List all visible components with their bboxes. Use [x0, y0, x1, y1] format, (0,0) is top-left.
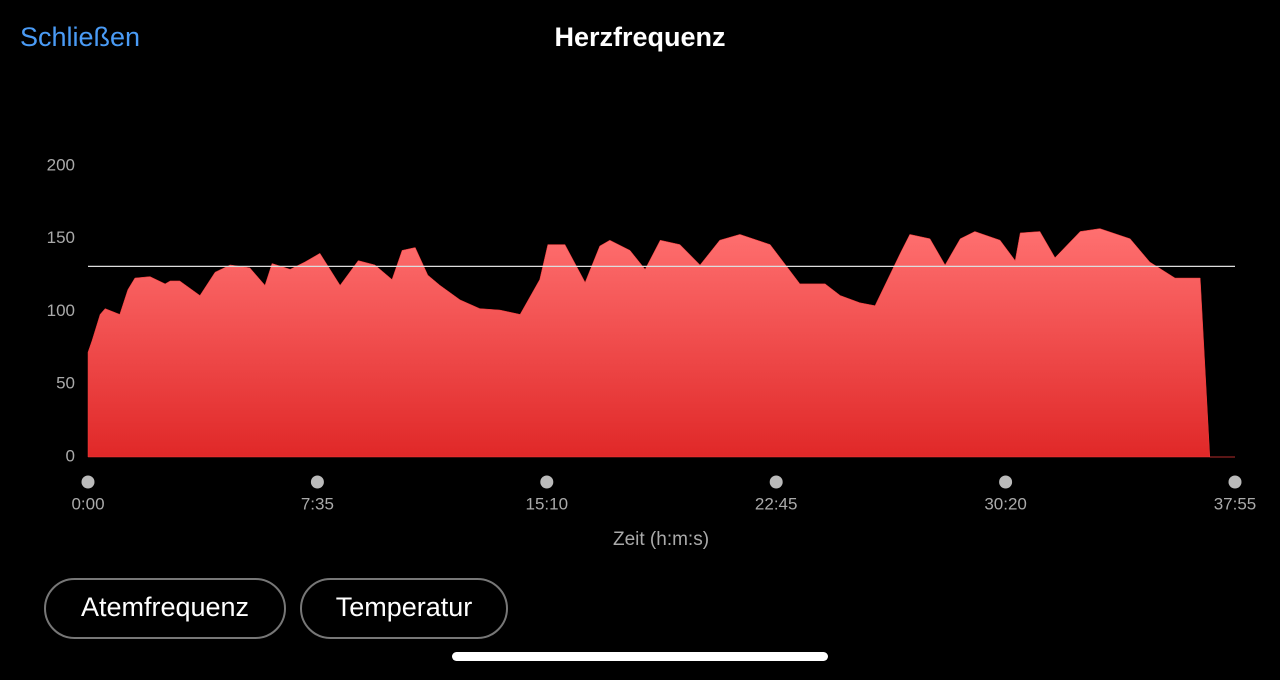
- chart: 0 50 100 150 200 0:00 7:35 15:10 22:45 30:20 37:55: [47, 155, 1257, 513]
- y-tick-label: 150: [47, 228, 75, 247]
- y-tick-label: 200: [47, 155, 75, 174]
- x-tick-label: 37:55: [1214, 494, 1257, 513]
- tab-button[interactable]: [44, 578, 286, 639]
- screen-title: Herzfrequenz: [554, 22, 725, 52]
- x-tick-dot: [540, 475, 554, 489]
- y-tick-label: 0: [66, 446, 75, 465]
- tab-button[interactable]: [300, 578, 508, 639]
- tab-button-label[interactable]: Atemfrequenz: [81, 592, 249, 622]
- x-tick-label: 22:45: [755, 494, 798, 513]
- close-button[interactable]: Schließen: [20, 22, 140, 52]
- x-tick-label: 30:20: [984, 494, 1027, 513]
- x-tick-dot: [999, 475, 1013, 489]
- x-tick-dot: [769, 475, 783, 489]
- x-tick-dot: [1228, 475, 1242, 489]
- x-tick-label: 0:00: [71, 494, 104, 513]
- x-tick-label: 15:10: [526, 494, 569, 513]
- x-tick-dot: [81, 475, 95, 489]
- y-tick-label: 50: [56, 374, 75, 393]
- tab-button-label[interactable]: Temperatur: [336, 592, 473, 622]
- x-axis-label: Zeit (h:m:s): [613, 529, 709, 550]
- y-tick-label: 100: [47, 301, 75, 320]
- heart-rate-area: [87, 228, 1235, 458]
- x-tick-dot: [310, 475, 324, 489]
- x-tick-label: 7:35: [301, 494, 334, 513]
- home-indicator: [452, 652, 828, 661]
